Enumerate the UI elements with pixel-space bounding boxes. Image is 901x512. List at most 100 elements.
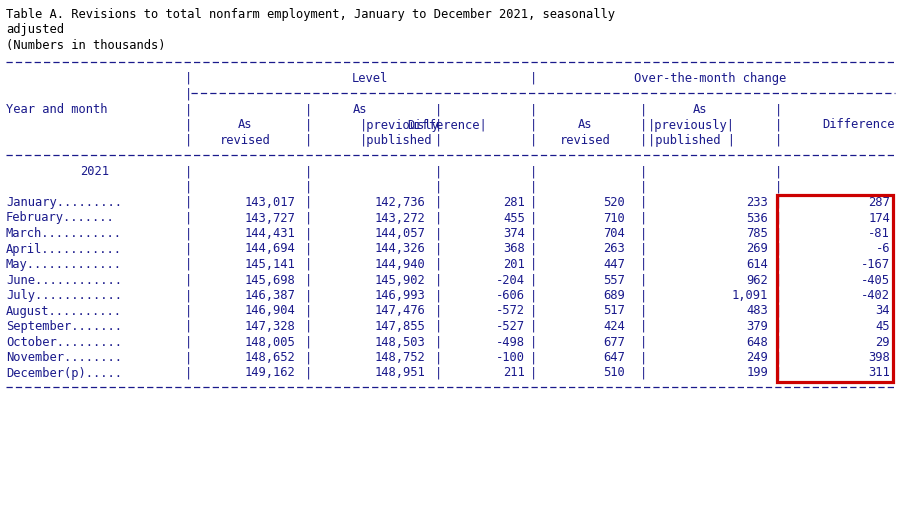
- Text: 517: 517: [604, 305, 625, 317]
- Text: 2021: 2021: [80, 165, 110, 178]
- Text: |: |: [640, 165, 647, 178]
- Text: As: As: [578, 118, 592, 132]
- Text: |: |: [435, 351, 442, 364]
- Text: 145,902: 145,902: [374, 273, 425, 287]
- Text: |: |: [530, 196, 537, 209]
- Text: 199: 199: [746, 367, 768, 379]
- Text: 29: 29: [876, 335, 890, 349]
- Text: 536: 536: [746, 211, 768, 224]
- Text: |: |: [640, 305, 647, 317]
- Text: 144,431: 144,431: [244, 227, 295, 240]
- Text: 368: 368: [504, 243, 525, 255]
- Text: |published |: |published |: [648, 134, 735, 147]
- Text: 689: 689: [604, 289, 625, 302]
- Text: 962: 962: [746, 273, 768, 287]
- Text: |: |: [775, 181, 782, 194]
- Text: April...........: April...........: [6, 243, 122, 255]
- Text: -572: -572: [496, 305, 525, 317]
- Text: 710: 710: [604, 211, 625, 224]
- Text: |: |: [185, 196, 192, 209]
- Text: |: |: [640, 196, 647, 209]
- Text: Difference|: Difference|: [407, 118, 487, 132]
- Text: -527: -527: [496, 320, 525, 333]
- Text: |: |: [305, 243, 313, 255]
- Text: |: |: [775, 335, 782, 349]
- Text: 147,328: 147,328: [244, 320, 295, 333]
- Text: 144,694: 144,694: [244, 243, 295, 255]
- Text: 143,017: 143,017: [244, 196, 295, 209]
- Text: |: |: [185, 273, 192, 287]
- Text: |: |: [640, 289, 647, 302]
- Text: 148,652: 148,652: [244, 351, 295, 364]
- Text: |: |: [305, 351, 313, 364]
- Text: |: |: [435, 258, 442, 271]
- Text: |: |: [775, 227, 782, 240]
- Text: |: |: [530, 211, 537, 224]
- Text: |: |: [775, 320, 782, 333]
- Text: 143,727: 143,727: [244, 211, 295, 224]
- Text: 704: 704: [604, 227, 625, 240]
- Text: 143,272: 143,272: [374, 211, 425, 224]
- Text: 145,698: 145,698: [244, 273, 295, 287]
- Text: 379: 379: [746, 320, 768, 333]
- Text: |: |: [640, 243, 647, 255]
- Text: |: |: [640, 258, 647, 271]
- Text: 211: 211: [504, 367, 525, 379]
- Text: |: |: [530, 320, 537, 333]
- Text: |: |: [775, 273, 782, 287]
- Text: |: |: [530, 118, 537, 132]
- Text: 148,951: 148,951: [374, 367, 425, 379]
- Text: |: |: [185, 243, 192, 255]
- Text: Difference: Difference: [823, 118, 895, 132]
- Text: |: |: [530, 134, 537, 147]
- Text: Over-the-month change: Over-the-month change: [634, 72, 787, 85]
- Text: |: |: [305, 258, 313, 271]
- Text: |: |: [305, 273, 313, 287]
- Text: 483: 483: [746, 305, 768, 317]
- Text: June............: June............: [6, 273, 122, 287]
- Text: |: |: [530, 258, 537, 271]
- Text: |published: |published: [360, 134, 432, 147]
- Text: 311: 311: [869, 367, 890, 379]
- Text: (Numbers in thousands): (Numbers in thousands): [6, 39, 166, 52]
- Text: |: |: [185, 289, 192, 302]
- Text: |: |: [530, 181, 537, 194]
- Text: 1,091: 1,091: [732, 289, 768, 302]
- Text: |: |: [435, 134, 442, 147]
- Text: 34: 34: [876, 305, 890, 317]
- Text: |: |: [185, 335, 192, 349]
- Text: |: |: [305, 305, 313, 317]
- Text: 147,855: 147,855: [374, 320, 425, 333]
- Text: |: |: [775, 243, 782, 255]
- Text: |: |: [185, 165, 192, 178]
- Text: 398: 398: [869, 351, 890, 364]
- Text: |: |: [435, 211, 442, 224]
- Text: -167: -167: [861, 258, 890, 271]
- Text: |: |: [530, 305, 537, 317]
- Text: |: |: [640, 367, 647, 379]
- Text: |: |: [305, 134, 313, 147]
- Text: |: |: [530, 72, 537, 85]
- Text: 147,476: 147,476: [374, 305, 425, 317]
- Text: |: |: [775, 258, 782, 271]
- Text: October.........: October.........: [6, 335, 122, 349]
- Text: |: |: [530, 243, 537, 255]
- Text: |: |: [640, 181, 647, 194]
- Text: -100: -100: [496, 351, 525, 364]
- Text: |: |: [640, 335, 647, 349]
- Text: |: |: [305, 335, 313, 349]
- Text: |previously: |previously: [360, 118, 440, 132]
- Text: |: |: [775, 134, 782, 147]
- Text: revised: revised: [220, 134, 270, 147]
- Text: 614: 614: [746, 258, 768, 271]
- Text: |: |: [435, 227, 442, 240]
- Text: |: |: [530, 103, 537, 116]
- Text: |: |: [435, 118, 442, 132]
- Text: As: As: [238, 118, 252, 132]
- Text: |: |: [185, 134, 192, 147]
- Text: |previously|: |previously|: [648, 118, 735, 132]
- Text: |: |: [185, 103, 192, 116]
- Text: -81: -81: [869, 227, 890, 240]
- Text: |: |: [435, 181, 442, 194]
- Text: |: |: [185, 367, 192, 379]
